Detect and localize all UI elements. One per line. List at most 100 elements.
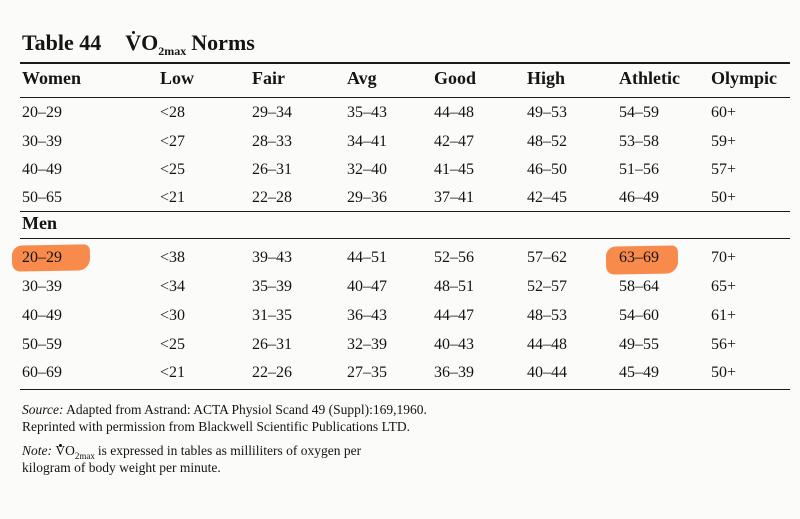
women-cell-age: 40–49 [22, 161, 62, 178]
women-cell-olympic: 60+ [711, 104, 737, 121]
men-cell-athletic: 63–69 [619, 249, 659, 266]
footnote-reprint: Reprinted with permission from Blackwell… [22, 419, 410, 434]
men-cell-avg: 27–35 [347, 364, 387, 381]
men-cell-fair: 31–35 [252, 307, 292, 324]
women-cell-good: 44–48 [434, 104, 474, 121]
women-cell-avg: 29–36 [347, 189, 387, 206]
men-cell-high: 57–62 [527, 249, 567, 266]
women-cell-high: 49–53 [527, 104, 567, 121]
men-cell-good: 44–47 [434, 307, 474, 324]
women-cell-low: <21 [160, 189, 186, 206]
note-text: is expressed in tables as milliliters of… [97, 443, 362, 458]
men-cell-avg: 40–47 [347, 278, 387, 295]
men-cell-fair: 35–39 [252, 278, 292, 295]
men-cell-fair: 26–31 [252, 336, 292, 353]
women-cell-olympic: 59+ [711, 133, 737, 150]
table-title: Table 44 VO2max Norms [22, 30, 255, 58]
men-cell-avg: 44–51 [347, 249, 387, 266]
women-cell-high: 46–50 [527, 161, 567, 178]
top-rule [20, 62, 790, 64]
men-cell-low: <38 [160, 249, 186, 266]
men-cell-high: 52–57 [527, 278, 567, 295]
note-v-dot-symbol: V [55, 443, 66, 458]
men-header-rule [20, 238, 790, 239]
women-cell-age: 20–29 [22, 104, 62, 121]
women-cell-low: <28 [160, 104, 186, 121]
women-cell-good: 41–45 [434, 161, 474, 178]
men-cell-avg: 36–43 [347, 307, 387, 324]
women-cell-good: 42–47 [434, 133, 474, 150]
women-cell-fair: 22–28 [252, 189, 292, 206]
women-bottom-rule [20, 211, 790, 212]
women-cell-athletic: 46–49 [619, 189, 659, 206]
col-header-good: Good [434, 68, 477, 88]
note-o-symbol: O [65, 443, 75, 458]
women-cell-low: <27 [160, 133, 186, 150]
men-cell-high: 48–53 [527, 307, 567, 324]
men-cell-olympic: 56+ [711, 336, 737, 353]
men-cell-fair: 22–26 [252, 364, 292, 381]
women-cell-low: <25 [160, 161, 186, 178]
men-cell-olympic: 50+ [711, 364, 737, 381]
men-cell-age: 50–59 [22, 336, 62, 353]
women-cell-olympic: 50+ [711, 189, 737, 206]
women-cell-good: 37–41 [434, 189, 474, 206]
norms-label: Norms [191, 30, 255, 55]
women-cell-avg: 32–40 [347, 161, 387, 178]
men-cell-athletic: 54–60 [619, 307, 659, 324]
men-cell-low: <34 [160, 278, 186, 295]
women-cell-high: 48–52 [527, 133, 567, 150]
women-cell-avg: 35–43 [347, 104, 387, 121]
footnote-note: Note: VO2max is expressed in tables as mi… [22, 443, 362, 461]
women-cell-fair: 29–34 [252, 104, 292, 121]
women-cell-athletic: 54–59 [619, 104, 659, 121]
col-header-avg: Avg [347, 68, 377, 88]
men-cell-athletic: 58–64 [619, 278, 659, 295]
col-header-women: Women [22, 68, 82, 88]
women-cell-fair: 26–31 [252, 161, 292, 178]
men-cell-good: 40–43 [434, 336, 474, 353]
col-header-fair: Fair [252, 68, 285, 88]
men-cell-age: 30–39 [22, 278, 62, 295]
col-header-low: Low [160, 68, 195, 88]
table-number: Table 44 [22, 30, 102, 55]
men-cell-olympic: 70+ [711, 249, 737, 266]
men-cell-age: 60–69 [22, 364, 62, 381]
col-header-athletic: Athletic [619, 68, 680, 88]
o-symbol: O [141, 30, 159, 55]
table-bottom-rule [20, 389, 790, 390]
men-cell-age: 40–49 [22, 307, 62, 324]
v-dot-symbol: V [125, 30, 142, 55]
men-section-header: Men [22, 213, 57, 233]
women-cell-age: 30–39 [22, 133, 62, 150]
note-label: Note: [22, 443, 52, 458]
men-cell-high: 40–44 [527, 364, 567, 381]
men-cell-fair: 39–43 [252, 249, 292, 266]
women-cell-olympic: 57+ [711, 161, 737, 178]
women-cell-high: 42–45 [527, 189, 567, 206]
men-cell-low: <25 [160, 336, 186, 353]
women-cell-athletic: 53–58 [619, 133, 659, 150]
men-cell-olympic: 61+ [711, 307, 737, 324]
men-cell-athletic: 45–49 [619, 364, 659, 381]
note-subscript: 2max [74, 451, 95, 461]
footnote-note-continued: kilogram of body weight per minute. [22, 460, 221, 475]
men-cell-low: <30 [160, 307, 186, 324]
men-cell-olympic: 65+ [711, 278, 737, 295]
source-label: Source: [22, 402, 64, 417]
men-cell-low: <21 [160, 364, 186, 381]
men-cell-age: 20–29 [22, 249, 62, 266]
men-cell-good: 48–51 [434, 278, 474, 295]
women-cell-avg: 34–41 [347, 133, 387, 150]
men-cell-avg: 32–39 [347, 336, 387, 353]
men-cell-good: 52–56 [434, 249, 474, 266]
title-subscript: 2max [158, 44, 187, 58]
col-header-high: High [527, 68, 566, 88]
women-cell-fair: 28–33 [252, 133, 292, 150]
col-header-olympic: Olympic [711, 68, 777, 88]
source-text: Adapted from Astrand: ACTA Physiol Scand… [63, 402, 427, 417]
men-cell-high: 44–48 [527, 336, 567, 353]
men-cell-athletic: 49–55 [619, 336, 659, 353]
women-cell-athletic: 51–56 [619, 161, 659, 178]
